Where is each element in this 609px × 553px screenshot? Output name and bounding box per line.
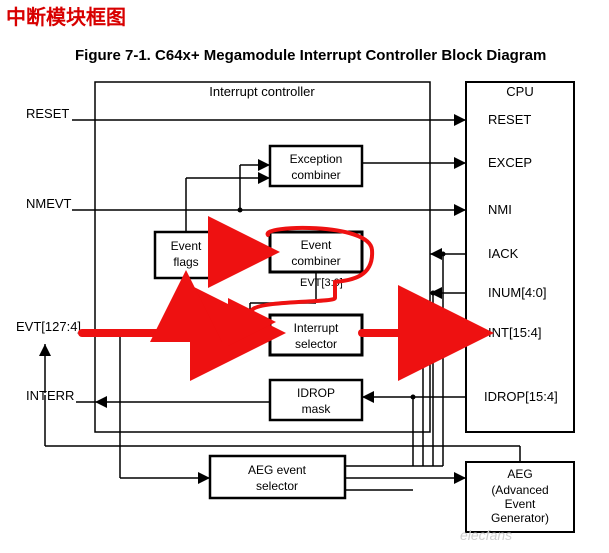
left-port-lines xyxy=(45,120,95,402)
svg-text:Event: Event xyxy=(301,238,332,252)
svg-text:AEG: AEG xyxy=(507,467,532,481)
svg-text:combiner: combiner xyxy=(291,168,340,182)
svg-text:Generator): Generator) xyxy=(491,511,549,525)
left-ports: RESET NMEVT EVT[127:4] INTERR xyxy=(16,106,81,403)
svg-text:Interrupt: Interrupt xyxy=(294,321,339,335)
svg-text:IACK: IACK xyxy=(488,246,519,261)
svg-text:Event: Event xyxy=(505,497,536,511)
watermark-text: elecfans xyxy=(460,527,512,543)
svg-text:combiner: combiner xyxy=(291,254,340,268)
port-nmevt-label: NMEVT xyxy=(26,196,72,211)
svg-text:AEG event: AEG event xyxy=(248,463,307,477)
svg-text:RESET: RESET xyxy=(488,112,531,127)
diagram-canvas: 中断模块框图 Figure 7-1. C64x+ Megamodule Inte… xyxy=(0,0,609,553)
svg-text:INT[15:4]: INT[15:4] xyxy=(488,325,541,340)
svg-text:IDROP: IDROP xyxy=(297,386,335,400)
svg-text:Event: Event xyxy=(171,239,202,253)
event-flags-block: Event flags xyxy=(155,232,217,278)
svg-text:mask: mask xyxy=(302,402,332,416)
port-evt-label: EVT[127:4] xyxy=(16,319,81,334)
figure-caption: Figure 7-1. C64x+ Megamodule Interrupt C… xyxy=(75,47,546,64)
cpu-label: CPU xyxy=(506,84,533,99)
svg-text:selector: selector xyxy=(256,479,298,493)
idrop-mask-block: IDROP mask xyxy=(270,380,362,420)
exception-combiner-block: Exception combiner xyxy=(270,146,362,186)
svg-text:NMI: NMI xyxy=(488,202,512,217)
svg-text:selector: selector xyxy=(295,337,337,351)
svg-text:Exception: Exception xyxy=(290,152,343,166)
interrupt-selector-block: Interrupt selector xyxy=(270,315,362,355)
port-interr-label: INTERR xyxy=(26,388,74,403)
svg-text:(Advanced: (Advanced xyxy=(491,483,548,497)
interrupt-controller-label: Interrupt controller xyxy=(209,84,315,99)
cpu-box: CPU xyxy=(466,82,574,432)
port-reset-label: RESET xyxy=(26,106,69,121)
aeg-event-selector-block: AEG event selector xyxy=(210,456,345,498)
aeg-box: AEG (Advanced Event Generator) xyxy=(466,462,574,532)
svg-text:EXCEP: EXCEP xyxy=(488,155,532,170)
svg-text:IDROP[15:4]: IDROP[15:4] xyxy=(484,389,558,404)
svg-text:INUM[4:0]: INUM[4:0] xyxy=(488,285,547,300)
interrupt-controller-box: Interrupt controller xyxy=(95,82,430,432)
chinese-title: 中断模块框图 xyxy=(6,5,126,29)
svg-text:flags: flags xyxy=(173,255,198,269)
